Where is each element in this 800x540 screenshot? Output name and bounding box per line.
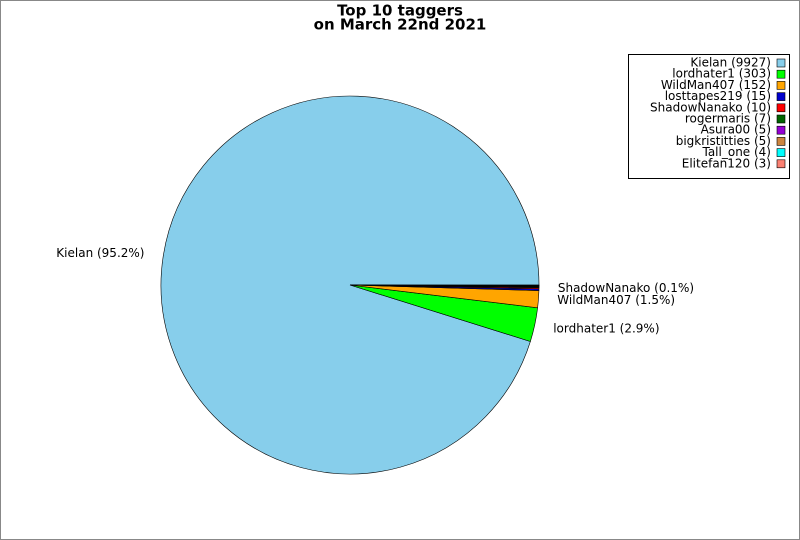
- legend-box: [628, 54, 790, 179]
- legend-label: Kielan (9927): [690, 56, 771, 70]
- slice-label: lordhater1 (2.9%): [553, 321, 659, 335]
- legend-label: rogermaris (7): [685, 112, 771, 126]
- legend-swatch: [776, 148, 786, 157]
- legend-label: Asura00 (5): [701, 123, 771, 137]
- legend-label: losttapes219 (15): [665, 89, 771, 103]
- legend-swatch: [776, 58, 786, 68]
- legend-label: lordhater1 (303): [672, 67, 771, 81]
- legend-swatch: [776, 69, 786, 79]
- slice-label: WildMan407 (1.5%): [557, 293, 675, 307]
- legend-swatch: [776, 81, 786, 90]
- legend-label: Elitefan120 (3): [682, 156, 771, 170]
- legend-swatch: [776, 103, 786, 113]
- legend-swatch: [776, 137, 786, 146]
- chart-subtitle: on March 22nd 2021: [314, 16, 487, 34]
- slice-label: ShadowNanako (0.1%): [558, 281, 694, 295]
- legend-swatch: [776, 92, 786, 101]
- legend-label: Tall_one (4): [701, 145, 771, 159]
- legend-label: WildMan407 (152): [661, 78, 771, 92]
- slice-label: Kielan (95.2%): [56, 246, 144, 260]
- legend-swatch: [776, 114, 786, 124]
- legend-label: ShadowNanako (10): [650, 100, 771, 114]
- chart-title: Top 10 taggers: [337, 2, 463, 20]
- legend-swatch: [776, 159, 786, 169]
- legend-swatch: [776, 125, 786, 135]
- legend-label: bigkristitties (5): [676, 134, 771, 148]
